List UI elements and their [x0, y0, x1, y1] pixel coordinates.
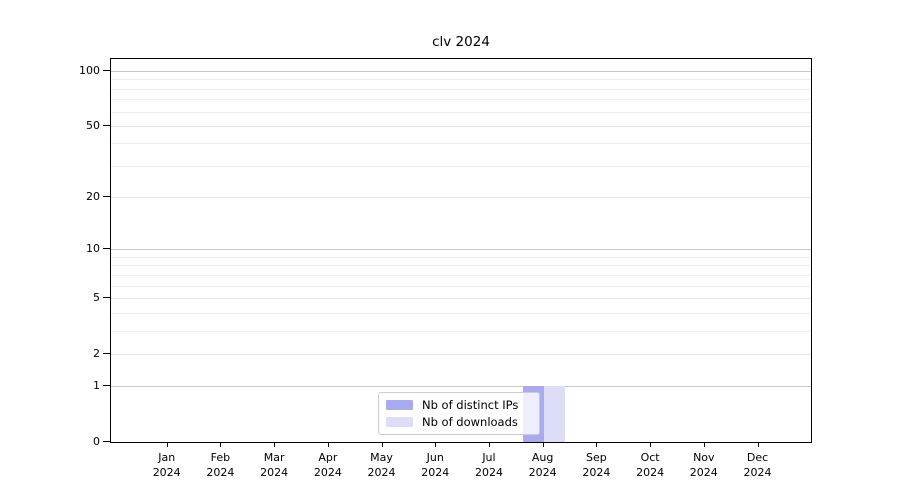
x-tick-label: Apr 2024 — [313, 451, 342, 479]
legend-label-downloads: Nb of downloads — [422, 414, 518, 429]
gridline-major — [111, 197, 811, 199]
x-axis-tick — [327, 443, 329, 447]
x-axis-tick — [274, 443, 276, 447]
x-axis-tick — [488, 443, 490, 447]
y-tick-label: 0 — [93, 435, 100, 448]
gridline-major — [111, 353, 811, 355]
x-tick-label: Jul 2024 — [474, 451, 503, 479]
x-axis-tick — [166, 443, 168, 447]
legend-label-distinct-ips: Nb of distinct IPs — [422, 398, 519, 413]
bar-downloads — [543, 386, 565, 442]
legend: Nb of distinct IPs Nb of downloads — [378, 392, 540, 435]
x-tick-label: Jan 2024 — [152, 451, 181, 479]
gridline-minor — [111, 143, 811, 145]
plot-area — [110, 58, 812, 443]
gridline-minor — [111, 274, 811, 276]
x-axis-tick — [435, 443, 437, 447]
y-axis-tick — [103, 70, 110, 71]
gridline-minor — [111, 285, 811, 287]
x-axis-tick — [596, 443, 598, 447]
y-tick-label: 100 — [79, 64, 100, 77]
y-tick-label: 1 — [93, 379, 100, 393]
y-axis-tick — [103, 385, 110, 387]
y-tick-label: 50 — [86, 118, 100, 132]
y-axis-tick — [103, 196, 110, 198]
gridline-minor — [111, 99, 811, 101]
x-tick-label: Dec 2024 — [743, 451, 772, 479]
y-axis-tick — [103, 296, 110, 298]
gridline-minor — [111, 165, 811, 167]
y-axis-tick — [103, 352, 110, 354]
y-tick-label: 10 — [86, 242, 100, 256]
gridline-major — [111, 71, 811, 72]
y-tick-label: 5 — [93, 290, 100, 304]
gridline-minor — [111, 88, 811, 90]
gridline-minor — [111, 79, 811, 81]
x-tick-label: Sep 2024 — [582, 451, 611, 479]
gridline-minor — [111, 256, 811, 258]
y-axis-tick — [103, 441, 110, 442]
x-axis-tick — [650, 443, 652, 447]
x-axis-tick — [757, 443, 759, 447]
x-tick-label: May 2024 — [367, 451, 396, 479]
x-tick-label: Feb 2024 — [206, 451, 235, 479]
x-tick-label: Oct 2024 — [636, 451, 665, 479]
y-tick-label: 20 — [86, 190, 100, 204]
legend-entry-downloads: Nb of downloads — [386, 414, 531, 431]
gridline-major — [111, 125, 811, 127]
x-tick-label: Aug 2024 — [528, 451, 557, 479]
y-tick-label: 2 — [93, 346, 100, 360]
x-axis-tick — [703, 443, 705, 447]
legend-swatch-distinct-ips — [386, 400, 413, 411]
y-axis-tick — [103, 124, 110, 126]
gridline-major — [111, 386, 811, 388]
gridline-minor — [111, 265, 811, 267]
gridline-major — [111, 249, 811, 251]
gridline-minor — [111, 111, 811, 113]
x-axis-tick — [542, 443, 544, 447]
x-tick-label: Nov 2024 — [689, 451, 718, 479]
chart-title: clv 2024 — [432, 34, 490, 50]
legend-swatch-downloads — [386, 416, 413, 427]
x-tick-label: Jun 2024 — [421, 451, 450, 479]
x-axis-tick — [381, 443, 383, 447]
x-axis-tick — [220, 443, 222, 447]
y-axis-tick — [103, 248, 110, 250]
gridline-minor — [111, 330, 811, 332]
x-tick-label: Mar 2024 — [260, 451, 289, 479]
legend-entry-distinct-ips: Nb of distinct IPs — [386, 397, 531, 414]
gridline-major — [111, 297, 811, 299]
gridline-minor — [111, 312, 811, 314]
